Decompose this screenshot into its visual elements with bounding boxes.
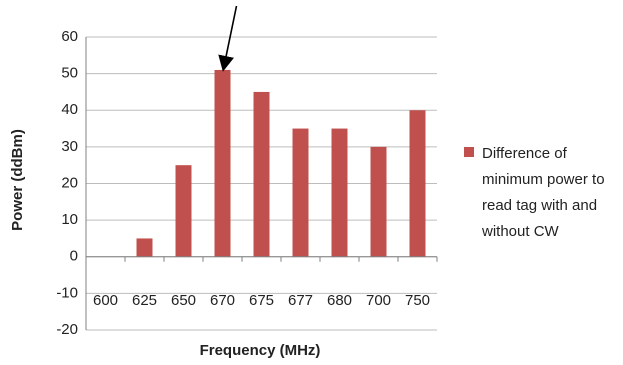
x-tick-label: 625 [132, 292, 157, 309]
x-tick-label: 750 [405, 292, 430, 309]
x-tick-label: 600 [93, 292, 118, 309]
x-tick-labels: 600 625 650 670 675 677 680 700 750 [93, 292, 430, 309]
y-tick-label: 60 [61, 28, 78, 45]
annotation-arrow [218, 5, 238, 72]
y-tick-labels: 60 50 40 30 20 10 0 -10 -20 [56, 28, 78, 338]
legend-line: minimum power to [482, 171, 605, 188]
legend: Difference of minimum power to read tag wi… [464, 145, 605, 240]
x-tick-label: 650 [171, 292, 196, 309]
x-axis-title: Frequency (MHz) [200, 342, 321, 359]
legend-swatch [464, 147, 474, 157]
bar [253, 91, 270, 257]
y-tick-label: 40 [61, 101, 78, 118]
x-tick-label: 677 [288, 292, 313, 309]
y-tick-label: 0 [70, 248, 78, 265]
y-tick-label: -20 [56, 321, 78, 338]
bar [292, 128, 309, 257]
bar [409, 110, 426, 257]
legend-line: without CW [481, 223, 560, 240]
bar [331, 128, 348, 257]
y-tick-label: 30 [61, 138, 78, 155]
bars [136, 69, 426, 257]
x-tick-label: 670 [210, 292, 235, 309]
y-tick-label: 10 [61, 211, 78, 228]
legend-line: Difference of [482, 145, 568, 162]
bar [214, 69, 231, 257]
axes [85, 37, 438, 330]
bar [175, 165, 192, 257]
x-tick-label: 675 [249, 292, 274, 309]
y-axis-title: Power (ddBm) [9, 129, 26, 231]
bar [136, 238, 153, 257]
y-tick-label: -10 [56, 284, 78, 301]
y-tick-label: 20 [61, 174, 78, 191]
legend-label: Difference of minimum power to read tag wi… [481, 145, 605, 240]
y-tick-label: 50 [61, 65, 78, 82]
x-tick-label: 680 [327, 292, 352, 309]
bar [370, 146, 387, 257]
legend-line: read tag with and [482, 197, 597, 214]
x-tick-label: 700 [366, 292, 391, 309]
